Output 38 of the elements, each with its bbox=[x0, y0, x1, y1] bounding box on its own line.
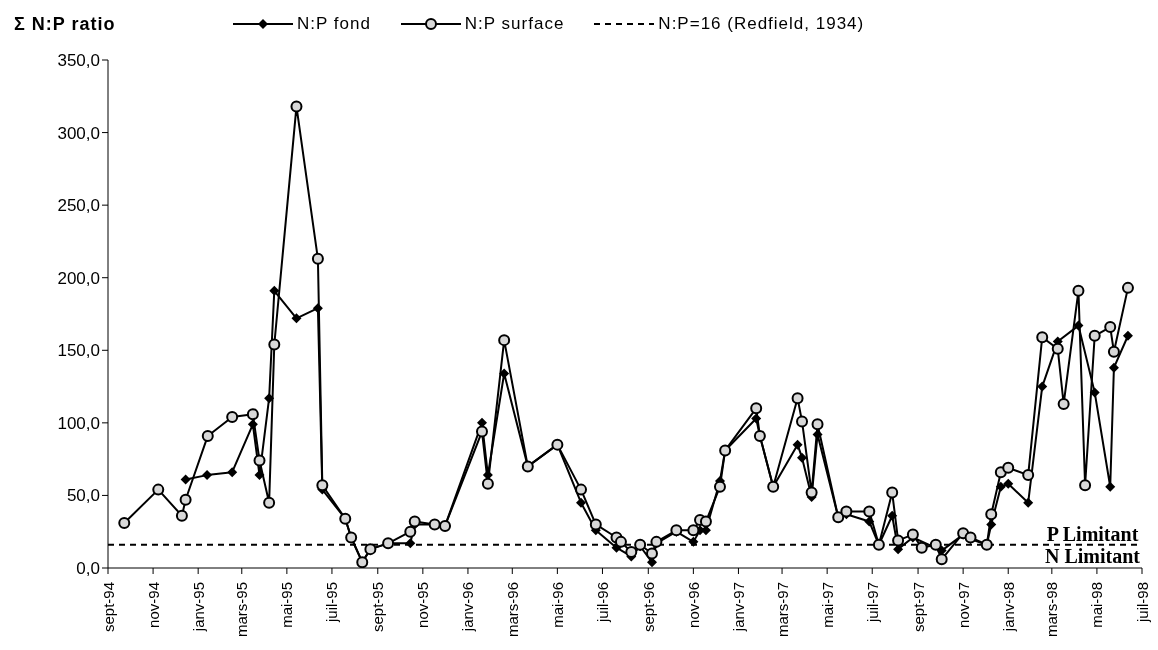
x-tick-label: sept-94 bbox=[99, 582, 117, 633]
y-tick-label: 350,0 bbox=[57, 51, 100, 71]
x-tick-label: sept-95 bbox=[369, 582, 387, 633]
x-tick-label: nov-97 bbox=[954, 582, 972, 628]
annotation: P Limitant bbox=[1046, 522, 1139, 545]
y-tick-label: 300,0 bbox=[57, 123, 100, 143]
x-tick-label: janv-96 bbox=[459, 582, 477, 633]
x-tick-label: mars-95 bbox=[233, 582, 251, 638]
x-tick-label: sept-97 bbox=[909, 582, 927, 633]
y-tick-label: 100,0 bbox=[57, 413, 100, 433]
x-tick-label: sept-96 bbox=[639, 582, 657, 633]
x-tick-label: janv-98 bbox=[999, 582, 1017, 633]
x-tick-label: nov-96 bbox=[684, 582, 702, 628]
x-tick-label: nov-94 bbox=[144, 582, 162, 628]
y-tick-label: 150,0 bbox=[57, 341, 100, 361]
x-tick-label: mai-97 bbox=[818, 582, 836, 628]
x-tick-label: mai-98 bbox=[1088, 582, 1106, 628]
x-tick-label: mai-95 bbox=[278, 582, 296, 628]
y-tick-label: 250,0 bbox=[57, 196, 100, 216]
y-tick-label: 200,0 bbox=[57, 268, 100, 288]
x-tick-label: mars-98 bbox=[1043, 582, 1061, 638]
x-tick-label: janv-95 bbox=[189, 582, 207, 633]
x-tick-label: juil-98 bbox=[1133, 582, 1151, 624]
x-tick-label: mars-96 bbox=[503, 582, 521, 638]
y-axis-title: Σ N:P ratio bbox=[14, 14, 116, 35]
x-tick-label: juil-97 bbox=[863, 582, 881, 624]
annotation: N Limitant bbox=[1044, 544, 1141, 567]
x-tick-label: juil-96 bbox=[593, 582, 611, 624]
y-tick-label: 50,0 bbox=[66, 486, 100, 506]
y-tick-label: 0,0 bbox=[76, 559, 100, 579]
x-tick-label: janv-97 bbox=[729, 582, 747, 633]
legend-label: N:P fond bbox=[297, 14, 371, 34]
x-tick-label: mars-97 bbox=[773, 582, 791, 638]
legend-label: N:P surface bbox=[464, 14, 565, 34]
x-tick-label: juil-95 bbox=[323, 582, 341, 624]
x-tick-label: mai-96 bbox=[548, 582, 566, 628]
legend-label: N:P=16 (Redfield, 1934) bbox=[658, 14, 865, 34]
x-tick-label: nov-95 bbox=[414, 582, 432, 628]
